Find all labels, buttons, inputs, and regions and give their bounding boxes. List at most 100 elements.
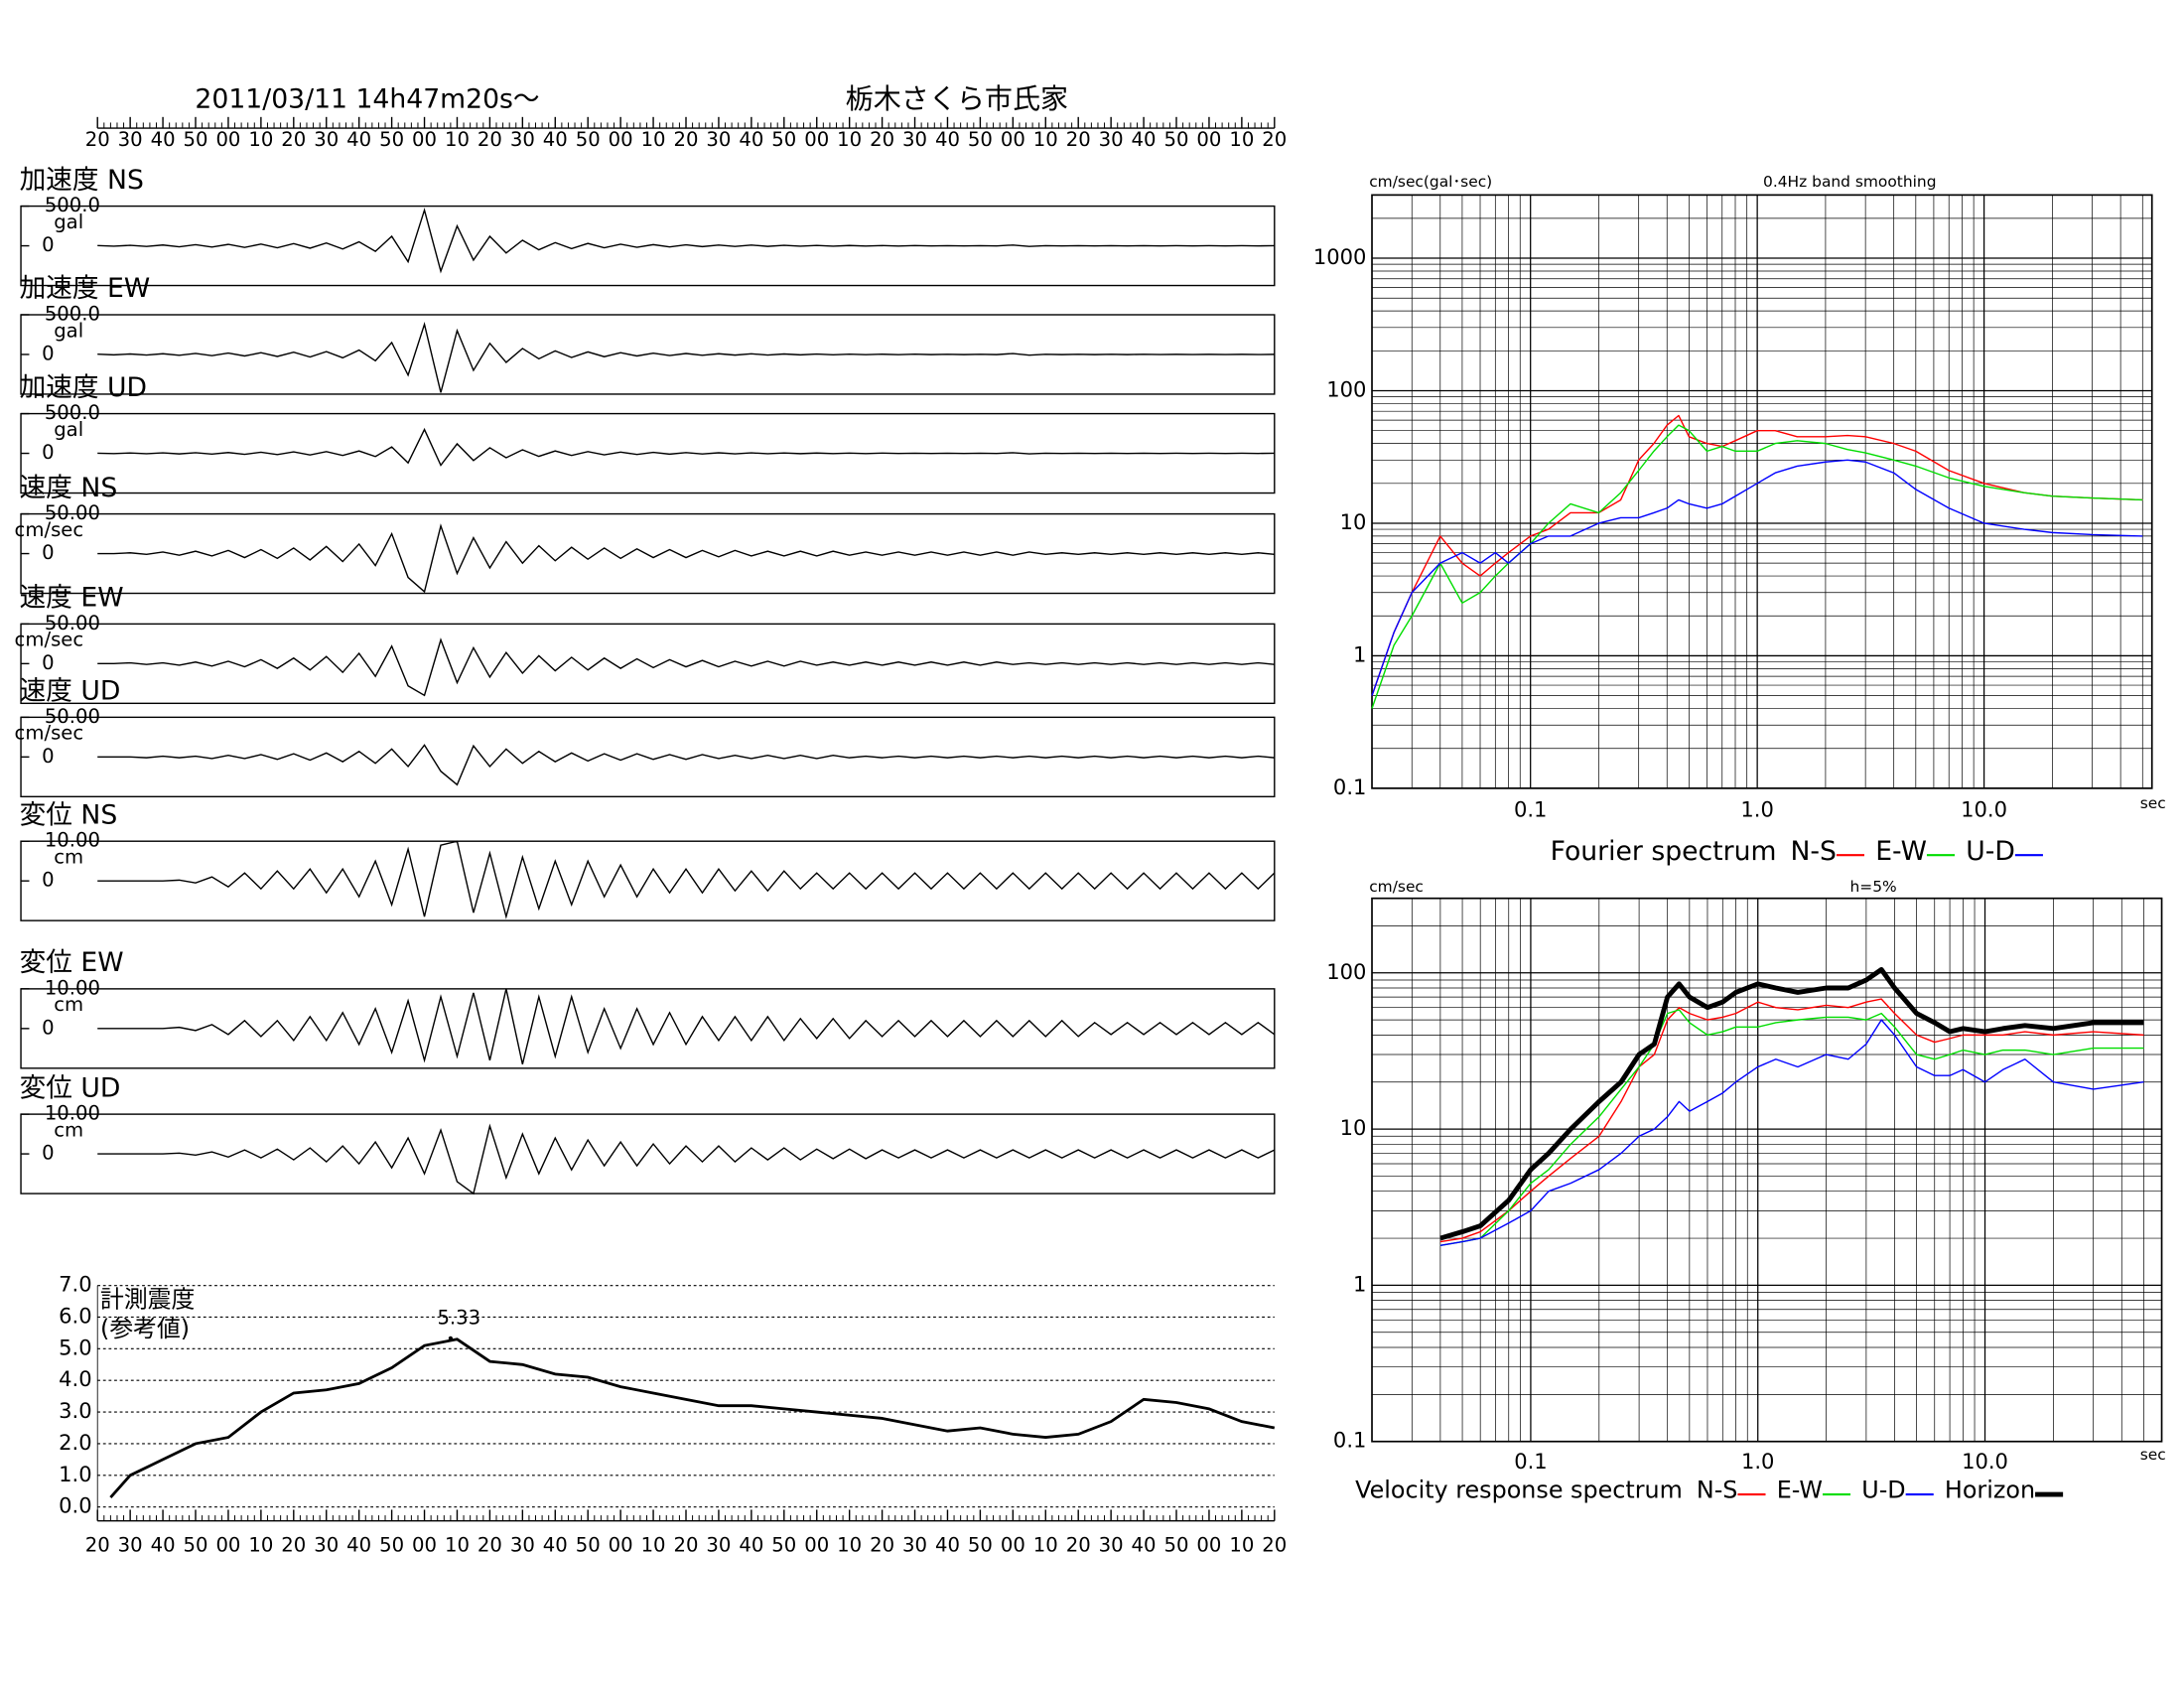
y-tick-label: 0 xyxy=(42,651,55,674)
x-axis-label: sec xyxy=(2140,1446,2166,1464)
legend-label: U-D xyxy=(1966,836,2015,867)
x-tick-label: 10 xyxy=(248,1533,273,1556)
x-tick-label: 30 xyxy=(902,1533,927,1556)
x-tick-label: 40 xyxy=(543,128,568,151)
y-tick-label: 0 xyxy=(42,342,55,364)
x-tick-label: 0.1 xyxy=(1514,796,1547,821)
x-tick-label: 50 xyxy=(1164,128,1189,151)
x-tick-label: 0.1 xyxy=(1514,1449,1547,1474)
panel-unit: cm xyxy=(54,846,83,869)
y-tick-label: 7.0 xyxy=(59,1272,91,1297)
panel-unit: cm/sec xyxy=(15,629,84,651)
panel-unit: gal xyxy=(54,418,83,441)
panel-frame xyxy=(20,512,1276,595)
panel-frame xyxy=(20,988,1276,1069)
x-tick-label: 50 xyxy=(379,128,404,151)
x-tick-label: 30 xyxy=(1099,128,1124,151)
x-tick-label: 20 xyxy=(1066,1533,1091,1556)
x-tick-label: 40 xyxy=(739,1533,763,1556)
y-tick-label: 500.0 xyxy=(45,302,100,325)
panel-frame xyxy=(20,716,1276,798)
x-axis-label: sec xyxy=(2140,794,2166,812)
x-tick-label: 50 xyxy=(1164,1533,1189,1556)
y-tick-label: 0 xyxy=(42,233,55,256)
y-tick-label: 50.00 xyxy=(45,501,100,524)
panel-frame xyxy=(20,623,1276,705)
y-tick-label: 0 xyxy=(42,745,55,768)
x-tick-label: 30 xyxy=(902,128,927,151)
x-tick-label: 20 xyxy=(870,128,894,151)
waveform xyxy=(97,637,1275,697)
y-tick-label: 50.00 xyxy=(45,705,100,728)
x-tick-label: 20 xyxy=(674,128,699,151)
spectrum-line xyxy=(1439,1019,2144,1246)
spectrum-line xyxy=(1439,998,2144,1243)
plot-frame xyxy=(1371,897,2163,1443)
x-tick-label: 00 xyxy=(215,128,240,151)
y-tick-label: 0 xyxy=(42,1142,55,1165)
y-tick-label: 0 xyxy=(42,1016,55,1039)
panel-unit: gal xyxy=(54,211,83,233)
x-tick-label: 40 xyxy=(543,1533,568,1556)
x-tick-label: 00 xyxy=(804,128,829,151)
x-tick-label: 30 xyxy=(510,128,535,151)
y-tick-label: 0 xyxy=(42,869,55,892)
y-tick-label: 5.0 xyxy=(59,1335,91,1359)
chart-title: h=5% xyxy=(1850,878,1897,896)
panel-unit: cm xyxy=(54,993,83,1016)
panel-label: 加速度 UD xyxy=(20,372,147,403)
x-tick-label: 20 xyxy=(1066,128,1091,151)
panel-unit: cm/sec xyxy=(15,722,84,745)
panel-label: 速度 EW xyxy=(20,583,124,614)
x-tick-label: 00 xyxy=(412,128,437,151)
x-tick-label: 20 xyxy=(870,1533,894,1556)
waveform xyxy=(97,988,1276,1064)
panel-label: 速度 UD xyxy=(20,676,121,707)
x-tick-label: 30 xyxy=(706,1533,731,1556)
legend-label: E-W xyxy=(1777,1477,1823,1504)
chart-subtitle: (参考値) xyxy=(100,1315,190,1342)
y-tick-label: 500.0 xyxy=(45,401,100,424)
x-tick-label: 00 xyxy=(609,128,633,151)
x-tick-label: 00 xyxy=(1196,128,1221,151)
legend-label: N-S xyxy=(1790,836,1836,867)
x-tick-label: 40 xyxy=(1132,128,1157,151)
x-tick-label: 50 xyxy=(379,1533,404,1556)
legend-title: Velocity response spectrum xyxy=(1355,1477,1683,1504)
spectrum-line xyxy=(1371,424,2143,709)
waveform xyxy=(97,744,1275,786)
x-tick-label: 00 xyxy=(1001,128,1025,151)
x-tick-label: 00 xyxy=(215,1533,240,1556)
x-tick-label: 30 xyxy=(314,1533,339,1556)
y-tick-label: 10.00 xyxy=(45,976,100,999)
x-tick-label: 10 xyxy=(1229,128,1254,151)
x-tick-label: 10 xyxy=(837,1533,862,1556)
y-tick-label: 0 xyxy=(42,541,55,564)
y-tick-label: 100 xyxy=(1326,377,1366,402)
spectrum-line xyxy=(1439,1009,2144,1246)
legend-label: U-D xyxy=(1861,1477,1905,1504)
x-tick-label: 40 xyxy=(935,1533,960,1556)
x-tick-label: 00 xyxy=(804,1533,829,1556)
x-tick-label: 10 xyxy=(641,128,666,151)
x-tick-label: 20 xyxy=(85,128,110,151)
legend-label: N-S xyxy=(1697,1477,1738,1504)
x-tick-label: 10 xyxy=(641,1533,666,1556)
x-tick-label: 20 xyxy=(478,1533,502,1556)
panel-frame xyxy=(20,840,1276,921)
x-tick-label: 30 xyxy=(118,1533,143,1556)
waveform xyxy=(97,208,1275,274)
x-tick-label: 00 xyxy=(412,1533,437,1556)
panel-label: 加速度 EW xyxy=(20,273,151,304)
x-tick-label: 30 xyxy=(1099,1533,1124,1556)
x-tick-label: 10.0 xyxy=(1961,796,2007,821)
x-tick-label: 50 xyxy=(771,128,796,151)
y-tick-label: 10.00 xyxy=(45,829,100,852)
peak-marker xyxy=(448,1336,453,1340)
x-tick-label: 40 xyxy=(935,128,960,151)
x-tick-label: 30 xyxy=(118,128,143,151)
panel-label: 変位 NS xyxy=(20,799,118,830)
